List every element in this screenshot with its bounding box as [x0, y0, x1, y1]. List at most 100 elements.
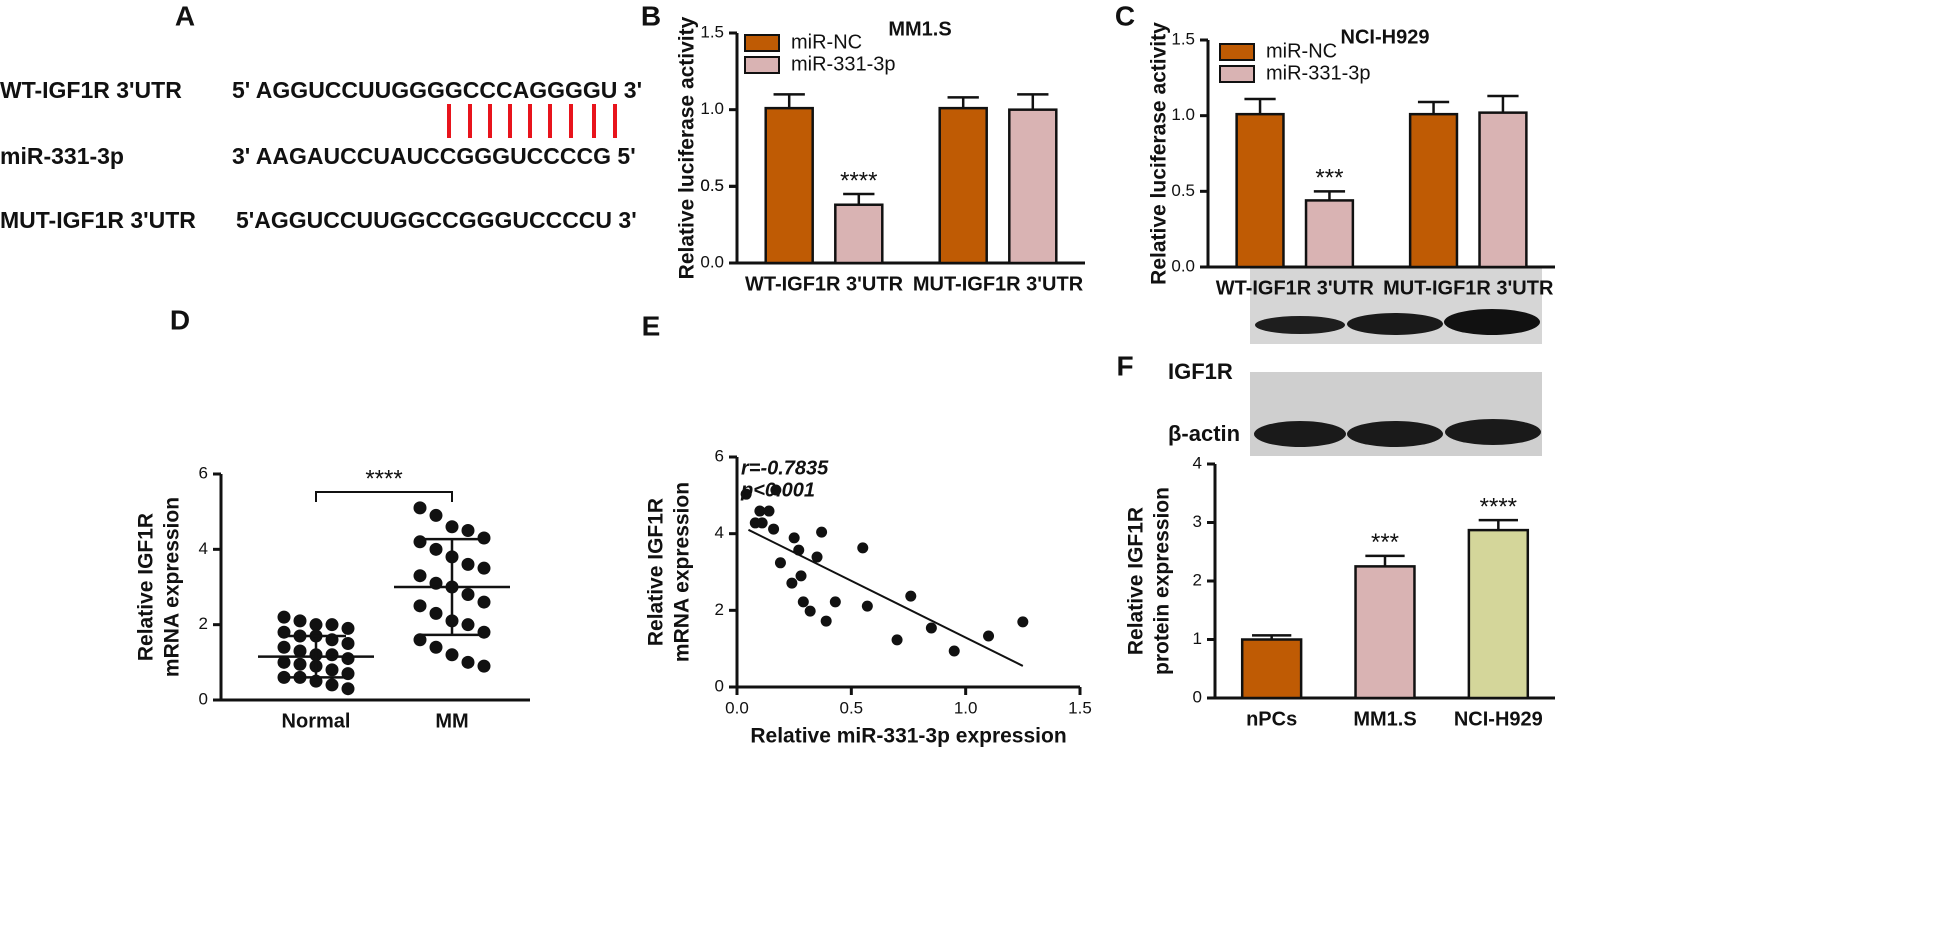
- data-point: [774, 557, 786, 569]
- y-tick-label: 0.0: [700, 252, 724, 271]
- significance: ***: [1371, 529, 1399, 556]
- y-tick-label: 1.5: [1171, 29, 1195, 48]
- blot-label: β-actin: [1168, 421, 1240, 446]
- data-point: [429, 508, 443, 522]
- row-name: miR-331-3p: [0, 143, 124, 169]
- sequence: 5'AGGUCCUUGGCCGGGUCCCCU 3': [236, 207, 637, 233]
- y-tick-label: 3: [1193, 512, 1202, 531]
- significance: ****: [840, 167, 877, 194]
- fit-line: [747, 528, 1024, 667]
- y-tick-label: 0.0: [1171, 256, 1195, 275]
- legend-label: miR-NC: [791, 31, 862, 53]
- data-point: [740, 488, 752, 500]
- data-point: [811, 551, 823, 563]
- data-point: [763, 505, 775, 517]
- data-point: [829, 596, 841, 608]
- y-axis-label: Relative IGF1R: [1125, 507, 1148, 655]
- panel-label: E: [642, 310, 661, 341]
- data-point: [891, 634, 903, 646]
- data-point: [754, 505, 766, 517]
- bar: [1467, 528, 1530, 700]
- pairing-lines: [447, 104, 617, 138]
- bar: [1408, 112, 1459, 269]
- panel-label: A: [175, 0, 195, 31]
- x-tick-label: 0.5: [840, 698, 864, 717]
- x-tick-label: MUT-IGF1R 3'UTR: [913, 273, 1084, 295]
- bar: [1008, 108, 1058, 265]
- significance-bracket: [315, 491, 453, 502]
- data-point: [325, 618, 339, 632]
- data-point: [341, 682, 355, 696]
- data-point: [768, 523, 780, 535]
- sequence: 3' AAGAUCCUAUCCGGGUCCCCG 5': [232, 143, 636, 169]
- y-tick-label: 0.5: [700, 176, 724, 195]
- y-axis-label: protein expression: [1151, 487, 1174, 675]
- data-point: [797, 596, 809, 608]
- x-tick-label: 1.0: [954, 698, 978, 717]
- data-point: [948, 645, 960, 657]
- data-point: [461, 655, 475, 669]
- data-point: [477, 659, 491, 673]
- x-tick-label: MUT-IGF1R 3'UTR: [1383, 277, 1554, 299]
- data-point: [293, 657, 307, 671]
- significance: ****: [365, 465, 402, 492]
- data-point: [429, 640, 443, 654]
- y-tick-label: 2: [715, 600, 724, 619]
- sequence: 5' AGGUCCUUGGGGCCCAGGGGU 3': [232, 77, 642, 103]
- data-point: [413, 501, 427, 515]
- y-tick-label: 0.5: [700, 176, 724, 195]
- x-tick-label: NCI-H929: [1454, 708, 1543, 730]
- legend-label: miR-331-3p: [791, 53, 895, 75]
- y-tick-label: 1: [1193, 629, 1202, 648]
- panel-label: F: [1116, 350, 1133, 381]
- x-tick-label: 0.0: [725, 698, 749, 717]
- data-point: [770, 484, 782, 496]
- data-point: [1017, 616, 1029, 628]
- legend-swatch: [1219, 43, 1255, 61]
- panel-label: D: [170, 304, 190, 335]
- data-point: [429, 606, 443, 620]
- y-tick-label: 2: [199, 614, 208, 633]
- data-point: [461, 557, 475, 571]
- annotation: r=-0.7835: [741, 457, 829, 479]
- data-point: [861, 600, 873, 612]
- data-point: [413, 535, 427, 549]
- x-tick-label: 1.5: [1068, 698, 1092, 717]
- data-point: [277, 670, 291, 684]
- x-tick-label: WT-IGF1R 3'UTR: [1216, 277, 1375, 299]
- data-point: [277, 655, 291, 669]
- legend-label: miR-NC: [1266, 40, 1337, 62]
- y-axis-label: Relative luciferase activity: [1148, 22, 1171, 285]
- bar: [1235, 112, 1285, 269]
- data-point: [804, 605, 816, 617]
- bar: [1478, 111, 1528, 269]
- bar: [938, 106, 988, 265]
- bar: [1354, 565, 1416, 700]
- legend-swatch: [1219, 65, 1255, 83]
- x-tick-label: MM1.S: [1353, 708, 1416, 730]
- x-axis-label: Relative miR-331-3p expression: [750, 725, 1066, 748]
- y-tick-label: 1.0: [1171, 105, 1195, 124]
- y-tick-label: 4: [1193, 453, 1202, 472]
- data-point: [341, 637, 355, 650]
- x-tick-label: Normal: [282, 710, 351, 732]
- y-tick-label: 1.5: [700, 22, 724, 41]
- data-point: [461, 524, 475, 537]
- x-tick-label: WT-IGF1R 3'UTR: [745, 273, 904, 295]
- blot-label: IGF1R: [1168, 359, 1233, 384]
- data-point: [293, 614, 307, 628]
- data-point: [477, 595, 491, 609]
- data-point: [820, 615, 832, 627]
- data-point: [477, 625, 491, 639]
- y-tick-label: 4: [199, 539, 208, 558]
- data-point: [413, 633, 427, 647]
- y-axis-label: mRNA expression: [671, 482, 694, 662]
- x-tick-label: nPCs: [1246, 708, 1297, 730]
- data-point: [413, 599, 427, 613]
- chart-title: NCI-H929: [1341, 26, 1430, 48]
- y-tick-label: 1.0: [700, 99, 724, 118]
- data-point: [477, 531, 491, 545]
- panel-label: B: [641, 0, 661, 31]
- data-point: [413, 569, 427, 583]
- data-point: [445, 648, 459, 662]
